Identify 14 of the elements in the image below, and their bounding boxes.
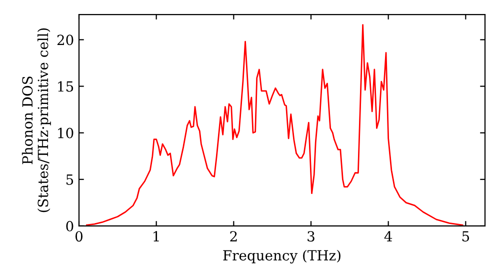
x-tick-label: 3 bbox=[308, 231, 314, 242]
x-tick-label: 1 bbox=[154, 231, 159, 242]
y-tick-label: 10 bbox=[58, 128, 74, 138]
y-tick-label: 0 bbox=[66, 220, 74, 232]
line-series bbox=[86, 24, 464, 226]
x-axis-title: Frequency (THz) bbox=[223, 250, 340, 264]
x-tick-label: 0 bbox=[75, 231, 82, 242]
x-tick-label: 2 bbox=[230, 231, 237, 242]
x-tick-label: 4 bbox=[384, 231, 392, 242]
y-tick-label: 20 bbox=[57, 34, 74, 46]
x-tick-label: 5 bbox=[462, 231, 470, 242]
y-tick-label: 15 bbox=[58, 81, 74, 92]
y-axis-title: Phonon DOS (States/THz·primitive cell) bbox=[22, 28, 51, 212]
y-tick-label: 5 bbox=[66, 174, 74, 185]
